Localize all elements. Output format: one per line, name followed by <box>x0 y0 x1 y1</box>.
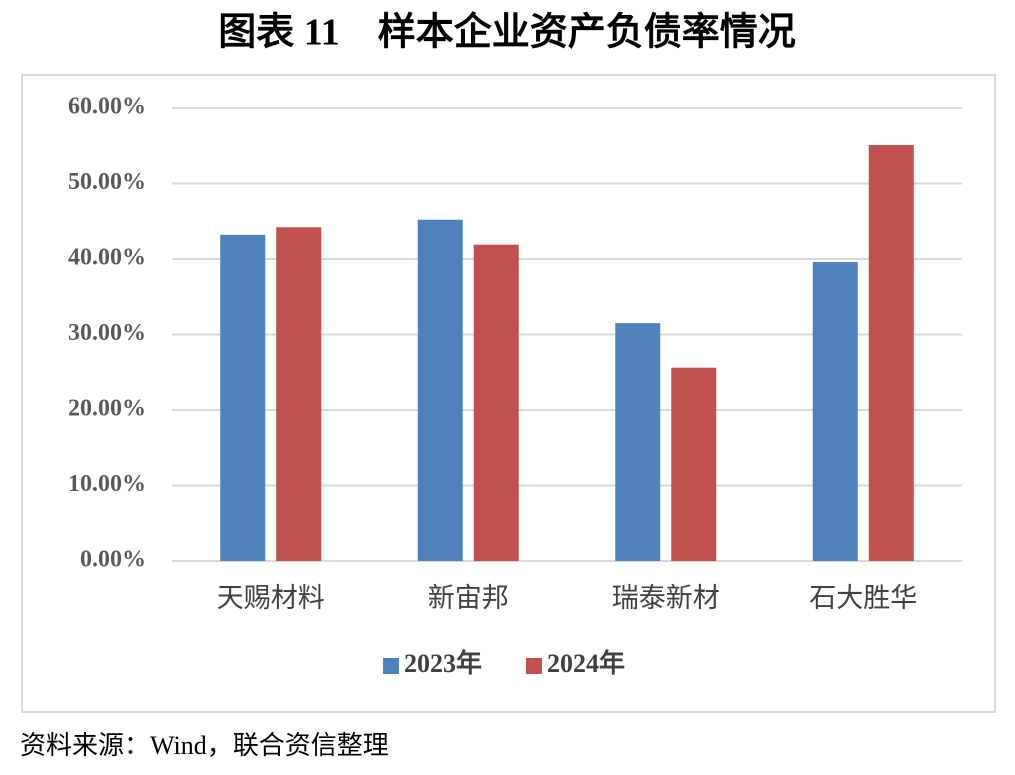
y-tick-label: 30.00% <box>68 320 146 346</box>
bar <box>615 323 661 561</box>
x-tick-label: 新宙邦 <box>428 583 509 613</box>
y-tick-label: 10.00% <box>68 471 146 497</box>
y-tick-label: 50.00% <box>68 169 146 195</box>
legend-swatch <box>526 658 542 674</box>
chart-frame <box>21 74 996 713</box>
chart-title: 图表 11 样本企业资产负债率情况 <box>218 11 795 54</box>
y-tick-label: 40.00% <box>68 245 146 271</box>
x-tick-label: 天赐材料 <box>217 583 325 613</box>
bar <box>671 367 717 561</box>
y-tick-label: 0.00% <box>80 547 146 573</box>
bar <box>473 244 519 561</box>
source-note: 资料来源：Wind，联合资信整理 <box>20 731 389 760</box>
bar <box>220 234 266 561</box>
x-tick-label: 石大胜华 <box>809 583 917 613</box>
legend-swatch <box>383 658 399 674</box>
x-tick-label: 瑞泰新材 <box>612 583 720 613</box>
y-tick-label: 60.00% <box>68 94 146 120</box>
bar <box>812 262 858 561</box>
y-tick-label: 20.00% <box>68 396 146 422</box>
bar <box>868 144 914 561</box>
bar <box>276 227 322 562</box>
bar <box>417 219 463 562</box>
legend-label: 2024年 <box>547 648 625 678</box>
legend-label: 2023年 <box>404 648 482 678</box>
